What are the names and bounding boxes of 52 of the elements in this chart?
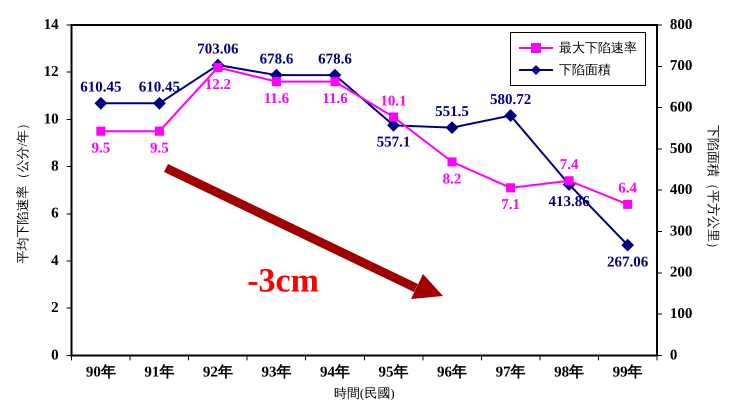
- y-axis-title: 平均下陷速率（公分/年）: [15, 116, 30, 264]
- data-label: 610.45: [80, 80, 122, 96]
- y-tick-label: 10: [44, 111, 59, 128]
- data-label: 580.72: [490, 92, 532, 108]
- data-label: 9.5: [91, 140, 110, 157]
- data-label: 9.5: [150, 140, 169, 157]
- y2-tick-label: 200: [670, 264, 692, 281]
- y-tick-label: 14: [44, 16, 60, 33]
- y-tick-label: 8: [51, 158, 59, 174]
- legend-label: 下陷面積: [559, 62, 611, 79]
- y2-tick-label: 100: [670, 306, 692, 322]
- data-label: 8.2: [442, 171, 462, 188]
- data-label: 7.4: [560, 157, 579, 174]
- y-tick-label: 6: [51, 206, 60, 222]
- y-tick-label: 0: [51, 347, 59, 364]
- data-label: 6.4: [618, 180, 638, 197]
- x-tick-label: 99年: [612, 363, 643, 380]
- y2-tick-label: 600: [670, 99, 692, 116]
- data-label: 678.6: [318, 52, 352, 68]
- data-label: 551.5: [435, 104, 469, 120]
- y2-axis-title: 下陷面積（平方公里）: [706, 125, 721, 256]
- data-label: 11.6: [322, 91, 348, 108]
- annotation: -3cm: [247, 262, 319, 300]
- y2-tick-label: 800: [670, 16, 692, 33]
- x-tick-label: 95年: [378, 363, 409, 380]
- y-tick-label: 2: [51, 300, 59, 316]
- data-label: 10.1: [380, 93, 407, 110]
- data-label: 12.2: [204, 76, 232, 93]
- data-label: 7.1: [501, 197, 520, 214]
- y-tick-label: 4: [51, 252, 60, 269]
- data-label: 267.06: [607, 254, 649, 270]
- y2-tick-label: 700: [670, 58, 692, 74]
- y2-tick-label: 400: [670, 182, 692, 198]
- x-tick-label: 93年: [261, 363, 292, 380]
- x-axis-title: 時間(民國): [334, 386, 395, 401]
- x-tick-label: 94年: [320, 363, 350, 380]
- data-label: 11.6: [264, 91, 290, 108]
- x-tick-label: 91年: [144, 363, 174, 380]
- y2-tick-label: 300: [670, 223, 692, 240]
- data-label: 703.06: [197, 41, 240, 58]
- x-tick-label: 98年: [554, 363, 584, 380]
- x-tick-label: 90年: [86, 363, 116, 380]
- data-label: 557.1: [376, 134, 410, 151]
- legend-label: 最大下陷速率: [559, 40, 637, 57]
- y2-tick-label: 0: [670, 347, 678, 364]
- x-tick-label: 96年: [437, 363, 468, 380]
- data-label: 678.6: [260, 52, 294, 68]
- y-tick-label: 12: [44, 64, 59, 80]
- data-label: 610.45: [138, 80, 180, 96]
- x-tick-label: 92年: [202, 363, 233, 380]
- y2-tick-label: 500: [670, 140, 692, 157]
- x-tick-label: 97年: [496, 363, 526, 380]
